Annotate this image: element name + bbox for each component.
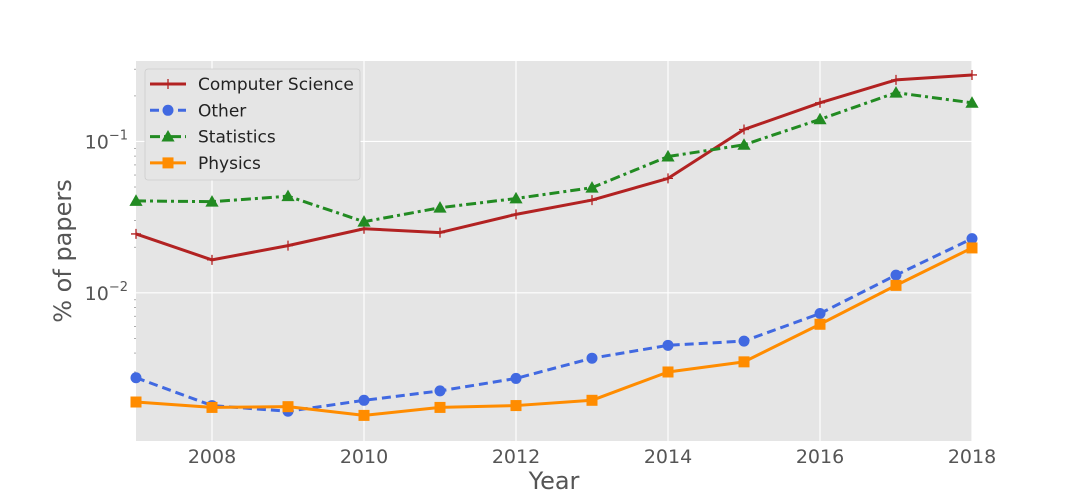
series-line	[135, 246, 973, 417]
data-point	[890, 269, 902, 281]
legend-box	[144, 68, 361, 181]
legend-item: Other	[150, 101, 246, 121]
data-point	[205, 195, 219, 207]
x-tick-label: 2010	[340, 446, 388, 468]
x-tick-labels: 2008 2010 2012 2014 2016 2018	[188, 446, 996, 468]
x-tick-label: 2008	[188, 446, 236, 468]
data-point	[737, 138, 751, 150]
data-point	[282, 401, 294, 413]
data-point	[433, 201, 447, 213]
series-other	[130, 233, 978, 417]
data-point	[586, 352, 598, 364]
series-computer-science	[131, 69, 977, 265]
data-point	[283, 240, 293, 251]
y-tick-label: 10−1	[85, 128, 128, 153]
data-point	[814, 308, 826, 320]
data-point	[586, 394, 598, 406]
data-point	[738, 335, 750, 347]
data-point	[815, 97, 825, 108]
data-point	[281, 189, 295, 202]
data-point	[510, 372, 522, 384]
data-point	[357, 215, 371, 227]
data-point	[587, 195, 597, 206]
data-point	[662, 339, 674, 351]
data-point	[890, 279, 902, 291]
data-point	[206, 401, 218, 413]
data-point	[130, 396, 142, 408]
data-point	[510, 400, 522, 412]
series-line	[135, 237, 973, 413]
legend-label: Statistics	[198, 128, 276, 148]
data-point	[738, 356, 750, 368]
data-point	[434, 385, 446, 397]
legend-item: Computer Science	[150, 75, 354, 95]
data-point	[358, 394, 370, 406]
series-line	[135, 73, 973, 262]
data-point	[966, 233, 978, 245]
x-axis-label: Year	[528, 467, 580, 495]
series-group	[129, 69, 979, 421]
legend-item: Physics	[150, 154, 261, 174]
data-point	[889, 86, 903, 98]
series-statistics	[129, 86, 979, 227]
data-point	[891, 74, 901, 85]
data-point	[435, 227, 445, 238]
data-point	[965, 96, 979, 108]
legend-label: Physics	[198, 154, 261, 174]
data-point	[662, 366, 674, 378]
data-point	[161, 130, 175, 142]
legend-item: Statistics	[150, 128, 276, 148]
data-point	[131, 228, 141, 239]
x-tick-label: 2018	[948, 446, 996, 468]
legend: Computer Science Other Statistics Physics	[144, 68, 361, 181]
data-point	[358, 409, 370, 421]
data-point	[163, 79, 173, 89]
data-point	[509, 191, 523, 204]
data-point	[966, 242, 978, 254]
data-point	[207, 254, 217, 265]
y-tick-label: 10−2	[85, 280, 128, 305]
data-point	[813, 112, 827, 125]
x-tick-label: 2014	[644, 446, 692, 468]
data-point	[663, 173, 673, 184]
y-axis-label: % of papers	[49, 179, 77, 323]
data-point	[162, 104, 174, 116]
data-point	[814, 318, 826, 330]
data-point	[967, 69, 977, 80]
data-point	[162, 157, 174, 169]
data-point	[739, 124, 749, 135]
data-point	[511, 209, 521, 220]
series-line	[135, 91, 973, 224]
data-point	[129, 194, 143, 206]
data-point	[434, 401, 446, 413]
x-tick-label: 2016	[796, 446, 844, 468]
data-point	[661, 149, 675, 162]
legend-label: Computer Science	[198, 75, 354, 95]
series-physics	[130, 242, 978, 421]
data-point	[130, 372, 142, 384]
legend-label: Other	[198, 101, 246, 121]
y-tick-labels: 10−1 10−2	[85, 128, 128, 304]
x-tick-label: 2012	[492, 446, 540, 468]
data-point	[585, 181, 599, 193]
